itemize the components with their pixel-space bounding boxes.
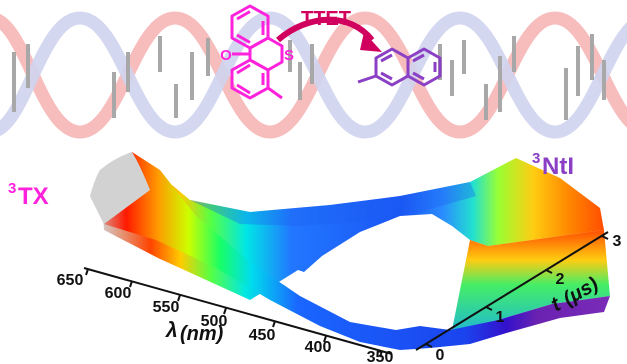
wavelength-axis-line	[83, 267, 393, 355]
thioxanthone-molecule	[230, 4, 284, 100]
wavelength-tick-600: 600	[105, 285, 132, 302]
donor-ring-center	[248, 36, 284, 72]
time-tick-1: 1	[496, 309, 505, 326]
acceptor-triplet-sup: 3	[532, 150, 540, 167]
time-tick-2: 2	[556, 271, 565, 288]
ttet-label: TTET	[301, 8, 351, 30]
time-tick-0: 0	[436, 347, 445, 364]
acceptor-ring-right	[406, 47, 442, 87]
sulfur-atom-label: S	[284, 47, 294, 64]
wavelength-tick-500: 500	[201, 313, 228, 330]
time-tick-3: 3	[613, 233, 622, 250]
wavelength-tick-350: 350	[367, 349, 394, 364]
wavelength-tick-550: 550	[153, 299, 180, 316]
wavelength-tick-450: 450	[249, 327, 276, 344]
acceptor-triplet-label: NtI	[542, 153, 574, 180]
donor-ring-right	[230, 58, 270, 100]
wavelength-axis: 650 600 550 500 450 400 350 λ (nm)	[57, 267, 394, 364]
donor-triplet-sup: 3	[8, 180, 16, 197]
surface-gray-peak	[90, 152, 150, 224]
dna-helix	[0, 11, 627, 139]
wavelength-tick-400: 400	[305, 339, 332, 356]
oxygen-atom-label: O	[220, 47, 232, 64]
wavelength-symbol: λ	[165, 319, 178, 342]
ttet-arrowhead	[360, 32, 382, 52]
ttet-arrow	[276, 16, 375, 43]
time-axis-line	[415, 231, 609, 351]
wavelength-tick-650: 650	[57, 272, 84, 289]
wavelength-unit: (nm)	[180, 323, 224, 345]
dna-strand-blue	[0, 11, 627, 139]
naphthalene-molecule	[357, 47, 442, 87]
donor-triplet-label: TX	[18, 183, 49, 210]
